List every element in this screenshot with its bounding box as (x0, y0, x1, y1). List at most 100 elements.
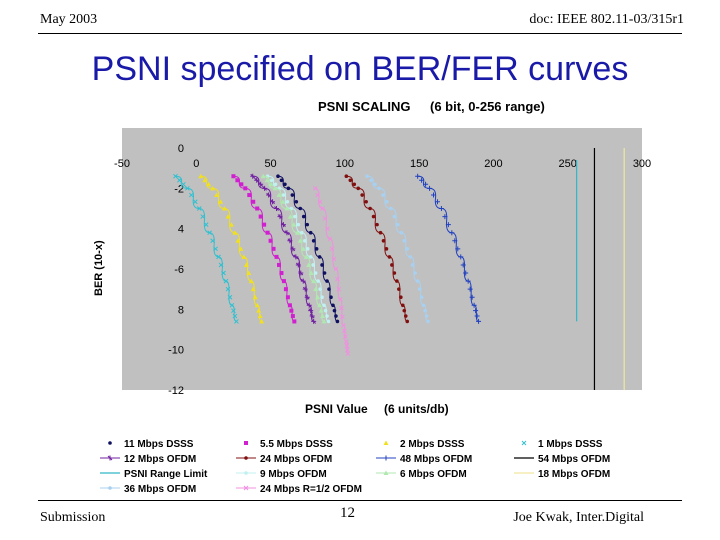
slide-title: PSNI specified on BER/FER curves (91, 50, 629, 88)
series-line (417, 175, 479, 322)
legend-label: PSNI Range Limit (124, 469, 208, 480)
data-point (258, 214, 263, 219)
data-point (306, 262, 312, 267)
data-point (335, 319, 340, 324)
data-point (389, 206, 393, 211)
date-label: May 2003 (40, 12, 98, 27)
data-point (269, 178, 274, 183)
data-point (293, 214, 297, 219)
data-point (473, 308, 479, 314)
data-point (396, 222, 400, 227)
data-point (192, 199, 198, 205)
data-point (311, 238, 316, 243)
data-point (270, 199, 276, 205)
data-point (424, 314, 429, 318)
y-tick-labels: 0 -2 4 -6 8 -10 -12 (168, 143, 184, 397)
data-point (281, 279, 286, 284)
data-point (413, 271, 417, 275)
y-tick-label: -2 (174, 183, 184, 195)
data-point (279, 178, 284, 183)
legend-item: 2 Mbps DSSS (383, 439, 465, 450)
data-point (294, 199, 299, 204)
legend: 11 Mbps DSSS 5.5 Mbps DSSS 2 Mbps DSSS 1 Mb… (100, 439, 610, 495)
data-point (474, 313, 480, 319)
series-24-mbps-ofdm (344, 174, 410, 324)
data-point (225, 286, 231, 292)
data-point (384, 247, 389, 251)
data-point (445, 222, 451, 228)
data-point (243, 186, 248, 191)
data-point (410, 263, 415, 267)
x-tick-label: -50 (114, 158, 130, 170)
data-point (326, 319, 331, 324)
data-point (280, 199, 286, 204)
data-point (306, 302, 312, 308)
data-point (268, 181, 274, 187)
data-point (254, 302, 260, 308)
series-layer (173, 148, 625, 390)
data-point (395, 279, 399, 283)
data-point (234, 319, 239, 324)
data-point (449, 230, 455, 236)
data-point (417, 287, 422, 291)
legend-item: 12 Mbps OFDM (100, 454, 196, 465)
data-point (196, 206, 202, 211)
data-point (344, 174, 349, 179)
data-point (427, 185, 433, 191)
data-point (371, 214, 376, 219)
data-point (287, 214, 293, 219)
data-point (301, 214, 306, 219)
legend-swatch (108, 486, 112, 490)
data-point (228, 222, 234, 227)
series-36-mbps-ofdm (365, 174, 430, 324)
data-point (222, 206, 228, 211)
data-point (314, 247, 319, 251)
data-point (390, 263, 394, 267)
data-point (276, 192, 282, 198)
data-point (290, 314, 295, 319)
data-point (308, 308, 314, 314)
data-point (273, 182, 278, 187)
chart-title: PSNI SCALING (318, 99, 410, 114)
data-point (421, 303, 426, 308)
data-point (207, 230, 213, 236)
footer-rule (38, 500, 682, 501)
author: Joe Kwak, Inter.Digital (513, 510, 644, 525)
data-point (284, 230, 290, 236)
legend-item: 36 Mbps OFDM (100, 484, 196, 495)
data-point (317, 255, 322, 259)
data-point (284, 206, 290, 211)
document-id: doc: IEEE 802.11-03/315r1 (529, 12, 684, 27)
legend-swatch (244, 471, 248, 475)
series-12-mbps-ofdm (250, 173, 317, 324)
data-point (266, 192, 272, 198)
data-point (331, 303, 335, 308)
data-point (305, 247, 310, 251)
data-point (311, 263, 315, 267)
data-point (442, 214, 448, 220)
data-point (405, 247, 410, 251)
data-point (402, 238, 407, 243)
data-point (252, 294, 258, 300)
data-point (342, 333, 348, 339)
data-point (320, 313, 326, 319)
data-point (231, 308, 236, 314)
data-point (313, 271, 318, 275)
data-point (247, 193, 252, 198)
data-point (264, 177, 270, 183)
data-point (452, 238, 458, 244)
data-point (241, 254, 247, 259)
data-point (225, 214, 231, 219)
data-point (397, 287, 401, 291)
data-point (458, 254, 464, 260)
data-point (309, 313, 315, 319)
data-point (255, 206, 260, 211)
data-point (455, 246, 461, 252)
data-point (315, 192, 320, 198)
series-line (346, 175, 408, 322)
data-point (283, 287, 288, 292)
data-point (378, 230, 383, 235)
data-point (293, 254, 299, 260)
data-point (294, 230, 300, 235)
data-point (431, 192, 437, 198)
